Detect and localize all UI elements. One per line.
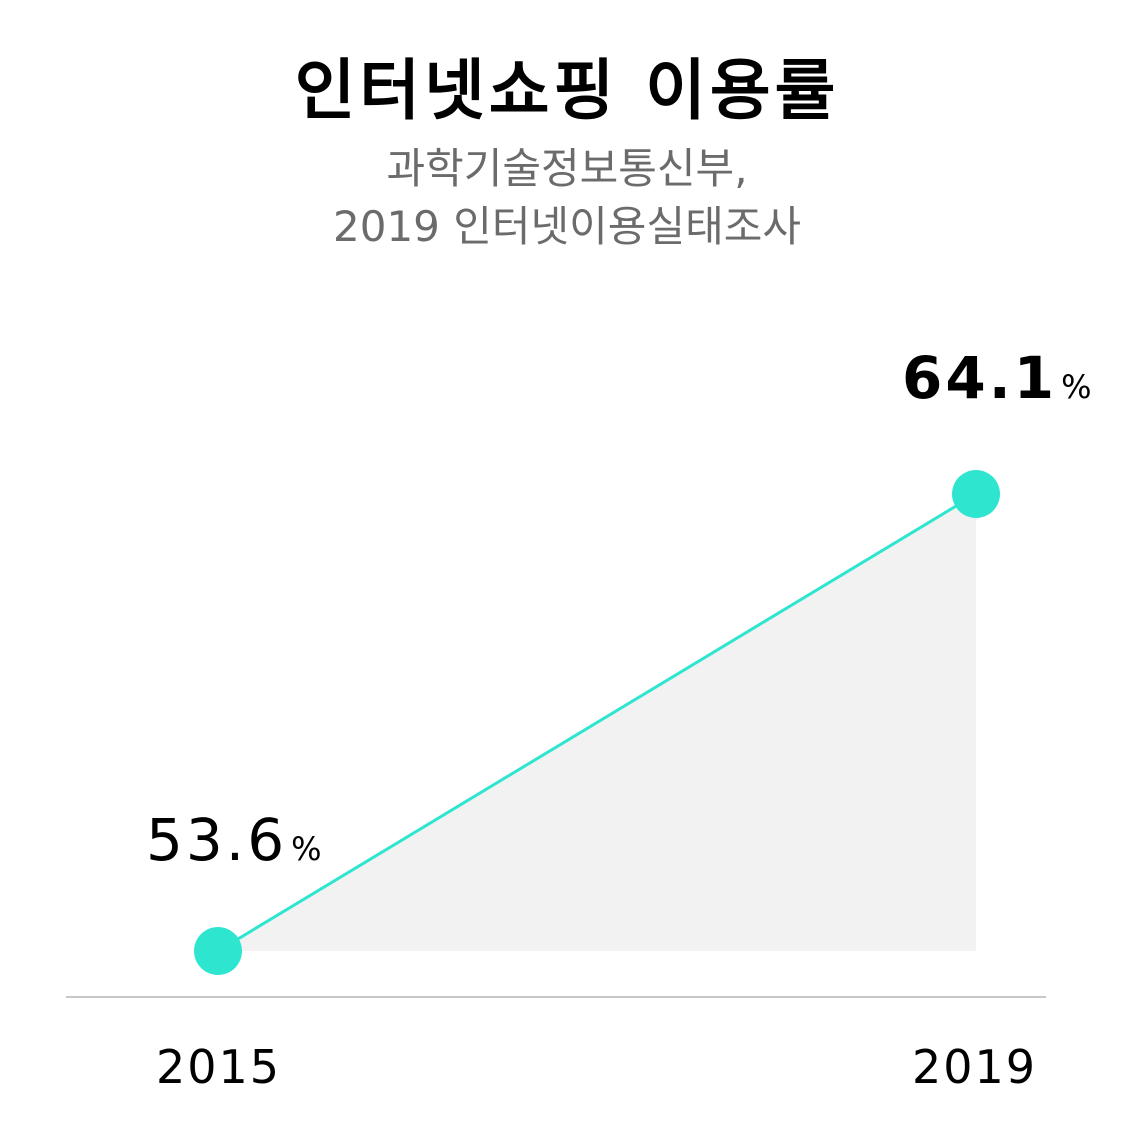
trend-line xyxy=(217,492,977,953)
subtitle-source: 과학기술정보통신부, xyxy=(386,144,748,193)
unit-2019: % xyxy=(1061,368,1092,406)
x-label-2015: 2015 xyxy=(156,1040,282,1094)
data-label-2015: 53.6% xyxy=(146,806,322,874)
unit-2015: % xyxy=(291,830,322,868)
data-label-2019: 64.1% xyxy=(902,344,1092,412)
subtitle-survey: 2019 인터넷이용실태조사 xyxy=(333,202,801,251)
data-point-2019 xyxy=(952,470,1000,518)
value-2015: 53.6 xyxy=(146,806,288,874)
chart-subtitle: 과학기술정보통신부, 2019 인터넷이용실태조사 xyxy=(0,140,1134,256)
chart-title: 인터넷쇼핑 이용률 xyxy=(294,52,840,129)
x-label-2019: 2019 xyxy=(912,1040,1038,1094)
value-2019: 64.1 xyxy=(902,344,1058,412)
data-point-2015 xyxy=(194,927,242,975)
